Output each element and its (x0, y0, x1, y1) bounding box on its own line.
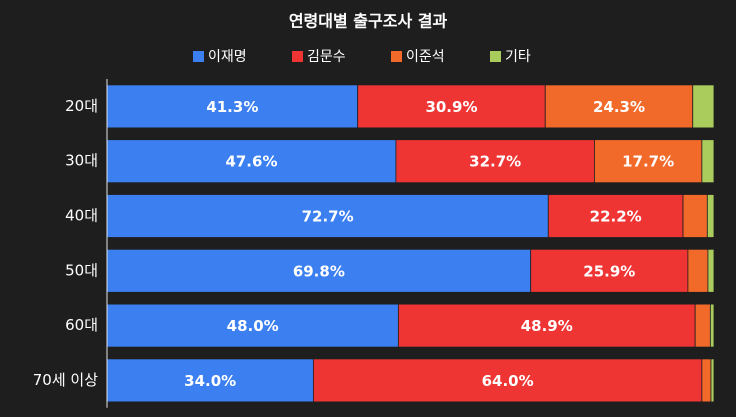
data-label: 48.9% (521, 317, 573, 335)
legend-label: 김문수 (307, 49, 346, 65)
bar-segment (710, 358, 715, 403)
legend-label: 이재명 (208, 49, 247, 65)
data-label: 17.7% (622, 153, 674, 171)
legend-label: 이준석 (406, 49, 445, 65)
bar-segment (106, 358, 314, 403)
data-label: 25.9% (583, 262, 635, 280)
data-label: 72.7% (302, 208, 354, 226)
bar-segment (687, 248, 709, 293)
y-tick-label: 50대 (65, 261, 98, 279)
bar-segment (701, 358, 712, 403)
bar-segment (547, 194, 684, 238)
bar-segment (397, 303, 696, 348)
data-label: 22.2% (590, 208, 642, 226)
bar-segment (106, 303, 399, 348)
bar-segment (707, 248, 715, 293)
chart-title: 연령대별 출구조사 결과 (289, 12, 448, 31)
data-label: 34.0% (184, 372, 236, 390)
bar-segment (106, 139, 397, 184)
bar-segment (692, 84, 715, 129)
y-tick-label: 40대 (65, 207, 98, 225)
bar-segment (106, 194, 549, 238)
bar-segment (312, 358, 703, 403)
y-tick-label: 60대 (65, 316, 98, 334)
legend-swatch (391, 51, 402, 62)
bar-segment (706, 194, 715, 238)
legend-swatch (490, 51, 501, 62)
data-label: 24.3% (593, 98, 645, 116)
bar-segment (544, 84, 694, 129)
bar-segment (357, 84, 546, 129)
y-tick-label: 20대 (65, 97, 98, 115)
bar-segment (701, 139, 715, 184)
legend-swatch (292, 51, 303, 62)
bar-segment (709, 303, 715, 348)
legend-swatch (193, 51, 204, 62)
bar-segment (530, 248, 689, 293)
legend-label: 기타 (505, 49, 531, 65)
bar-segment (395, 139, 595, 184)
data-label: 47.6% (225, 153, 277, 171)
y-tick-label: 30대 (65, 152, 98, 170)
data-label: 32.7% (469, 153, 521, 171)
data-label: 64.0% (482, 372, 534, 390)
bar-segment (694, 303, 711, 348)
data-label: 41.3% (206, 98, 258, 116)
y-tick-label: 70세 이상 (33, 371, 98, 389)
bar-segment (106, 84, 359, 129)
bar-segment (682, 194, 708, 238)
bar-segment (594, 139, 703, 184)
data-label: 48.0% (227, 317, 279, 335)
data-label: 69.8% (293, 262, 345, 280)
data-label: 30.9% (425, 98, 477, 116)
